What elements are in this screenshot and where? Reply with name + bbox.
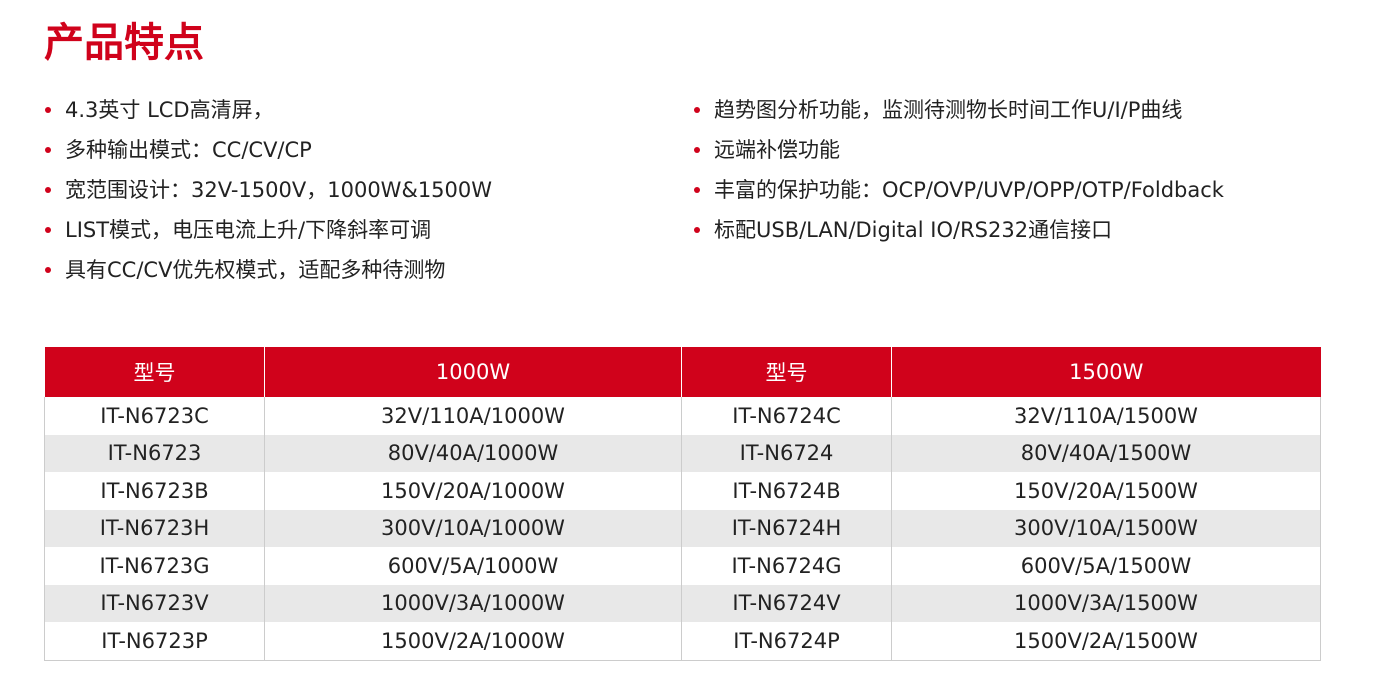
table-cell: 150V/20A/1500W <box>891 472 1321 510</box>
table-cell: IT-N6724G <box>681 547 892 585</box>
feature-item: 丰富的保护功能：OCP/OVP/UVP/OPP/OTP/Foldback <box>692 172 1224 212</box>
table-row: IT-N6723V 1000V/3A/1000W IT-N6724V 1000V/3A… <box>44 584 1321 622</box>
header-cell: 1500W <box>891 347 1321 397</box>
header-cell: 1000W <box>264 347 682 397</box>
table-cell: 300V/10A/1000W <box>264 509 682 547</box>
table-row: IT-N6723P 1500V/2A/1000W IT-N6724P 1500V/2A… <box>44 622 1321 661</box>
table-cell: IT-N6723P <box>44 622 265 661</box>
feature-item: 标配USB/LAN/Digital IO/RS232通信接口 <box>692 212 1224 252</box>
table-cell: 1000V/3A/1500W <box>891 584 1321 622</box>
feature-item: 具有CC/CV优先权模式，适配多种待测物 <box>43 252 492 292</box>
table-cell: IT-N6724P <box>681 622 892 661</box>
feature-item: 趋势图分析功能，监测待测物长时间工作U/I/P曲线 <box>692 92 1224 132</box>
table-cell: IT-N6724C <box>681 397 892 435</box>
feature-item: LIST模式，电压电流上升/下降斜率可调 <box>43 212 492 252</box>
feature-list: 趋势图分析功能，监测待测物长时间工作U/I/P曲线 远端补偿功能 丰富的保护功能：O… <box>692 92 1224 252</box>
table-cell: 150V/20A/1000W <box>264 472 682 510</box>
spec-table: 型号 1000W 型号 1500W IT-N6723C 32V/110A/1000W IT… <box>44 347 1321 661</box>
feature-list: 4.3英寸 LCD高清屏， 多种输出模式：CC/CV/CP 宽范围设计：32V-15… <box>43 92 492 292</box>
table-cell: IT-N6723V <box>44 584 265 622</box>
feature-item: 4.3英寸 LCD高清屏， <box>43 92 492 132</box>
table-cell: IT-N6724 <box>681 434 892 472</box>
table-row: IT-N6723G 600V/5A/1000W IT-N6724G 600V/5A/1… <box>44 547 1321 585</box>
table-body: IT-N6723C 32V/110A/1000W IT-N6724C 32V/110A… <box>44 397 1321 661</box>
table-row: IT-N6723C 32V/110A/1000W IT-N6724C 32V/110A… <box>44 397 1321 435</box>
table-row: IT-N6723 80V/40A/1000W IT-N6724 80V/40A/150… <box>44 434 1321 472</box>
table-cell: 600V/5A/1500W <box>891 547 1321 585</box>
feature-item: 远端补偿功能 <box>692 132 1224 172</box>
table-cell: IT-N6724H <box>681 509 892 547</box>
table-cell: IT-N6723C <box>44 397 265 435</box>
header-row: 型号 1000W 型号 1500W <box>44 347 1321 397</box>
table-cell: 1000V/3A/1000W <box>264 584 682 622</box>
table-cell: IT-N6723B <box>44 472 265 510</box>
table-cell: IT-N6723G <box>44 547 265 585</box>
table-cell: 80V/40A/1000W <box>264 434 682 472</box>
table-cell: IT-N6723 <box>44 434 265 472</box>
table-cell: 32V/110A/1000W <box>264 397 682 435</box>
table-cell: 80V/40A/1500W <box>891 434 1321 472</box>
table-cell: 1500V/2A/1000W <box>264 622 682 661</box>
table-row: IT-N6723B 150V/20A/1000W IT-N6724B 150V/20A… <box>44 472 1321 510</box>
table-row: IT-N6723H 300V/10A/1000W IT-N6724H 300V/10A… <box>44 509 1321 547</box>
table-cell: IT-N6724V <box>681 584 892 622</box>
table-cell: 600V/5A/1000W <box>264 547 682 585</box>
feature-item: 多种输出模式：CC/CV/CP <box>43 132 492 172</box>
table-cell: 1500V/2A/1500W <box>891 622 1321 661</box>
table-cell: IT-N6724B <box>681 472 892 510</box>
header-cell: 型号 <box>681 347 892 397</box>
table-cell: IT-N6723H <box>44 509 265 547</box>
table-cell: 300V/10A/1500W <box>891 509 1321 547</box>
header-cell: 型号 <box>44 347 265 397</box>
feature-item: 宽范围设计：32V-1500V，1000W&1500W <box>43 172 492 212</box>
title: 产品特点 <box>44 20 204 66</box>
table-cell: 32V/110A/1500W <box>891 397 1321 435</box>
